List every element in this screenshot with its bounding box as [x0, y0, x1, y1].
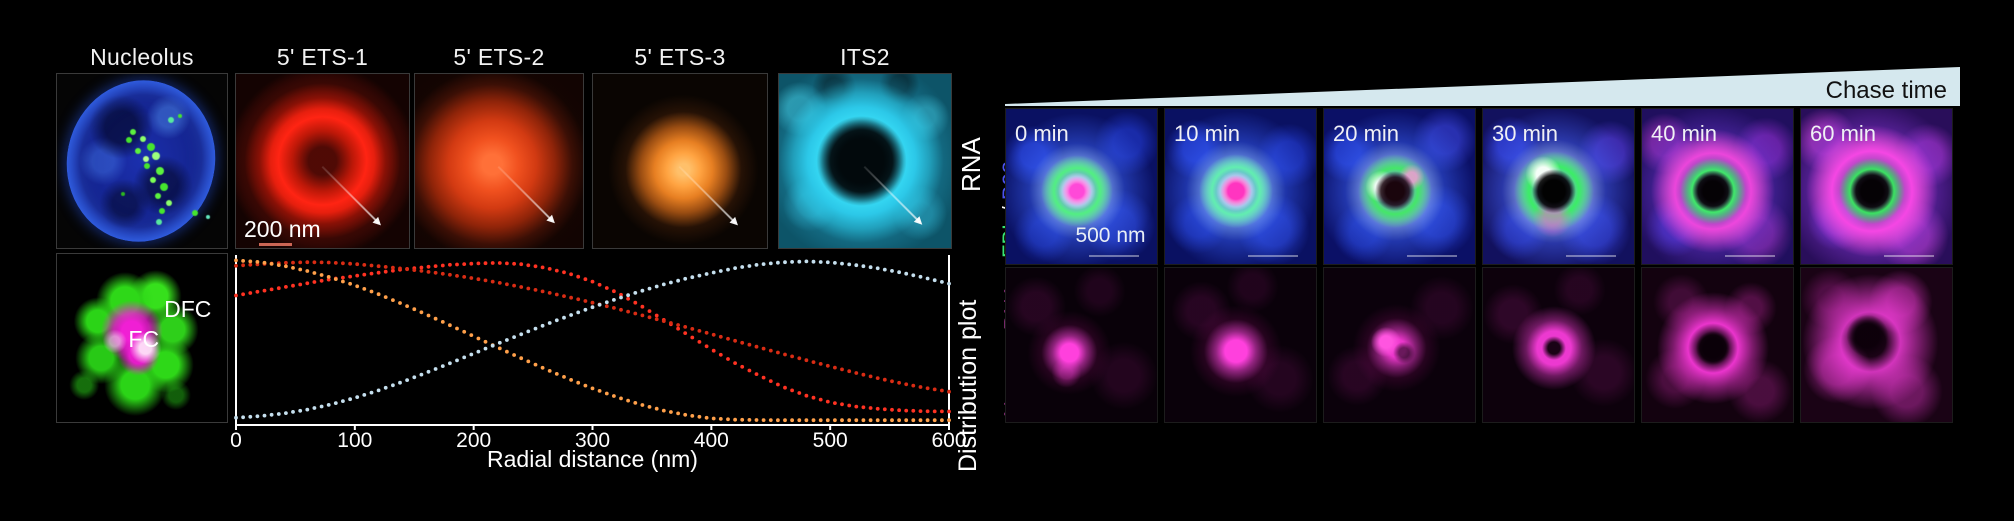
ets3-image	[592, 73, 768, 249]
column-title-ets2: 5' ETS-2	[453, 44, 545, 70]
column-title-nucleolus: Nucleolus	[90, 44, 194, 70]
line-scan-arrow	[321, 166, 379, 224]
nascent-tile-60-min	[1800, 267, 1953, 423]
chase-tile-20-min: 20 min	[1323, 108, 1476, 265]
line-scan-arrow	[678, 166, 737, 225]
nucleolus-speckles	[57, 74, 61, 78]
ets2-image	[414, 73, 584, 249]
chase-tile-30-min: 30 min	[1482, 108, 1635, 265]
column-title-ets3: 5' ETS-3	[634, 44, 726, 70]
x-tick-label: 600	[931, 429, 966, 452]
scale-bar	[1566, 255, 1617, 257]
x-tick-label: 100	[337, 429, 372, 452]
line-scan-arrow	[497, 166, 554, 223]
dfc-fc-image: DFC FC	[56, 253, 228, 423]
x-tick-label: 400	[694, 429, 729, 452]
time-label: 40 min	[1651, 121, 1718, 146]
line-scan-arrow	[863, 166, 921, 224]
distribution-plot-side-label: Distribution plot	[954, 299, 982, 472]
chase-tile-40-min: 40 min	[1641, 108, 1794, 265]
distribution-plot: 0 100 200 300 400 500 600 Radial distance (nm)	[230, 255, 967, 472]
rna-side-label: RNA	[956, 137, 986, 192]
chase-tile-60-min: 60 min	[1800, 108, 1953, 265]
chase-tile-0-min: 0 min 500 nm	[1005, 108, 1158, 265]
scale-bar	[1089, 255, 1140, 257]
wedge-shape	[1005, 67, 1960, 106]
scale-bar	[1407, 255, 1458, 257]
x-tick-label: 300	[575, 429, 610, 452]
nucleus-shape	[57, 74, 227, 248]
dfc-label: DFC	[164, 296, 212, 322]
nascent-rna-row: Nascent RNA	[1000, 267, 1965, 423]
nascent-tile-0-min	[1005, 267, 1158, 423]
time-label: 0 min	[1015, 121, 1069, 146]
x-tick-label: 200	[456, 429, 491, 452]
scale-bar	[1884, 255, 1935, 257]
x-tick-label: 0	[230, 429, 242, 452]
fc-label: FC	[128, 326, 160, 353]
nascent-tile-10-min	[1164, 267, 1317, 423]
chase-time-label: Chase time	[1826, 77, 1947, 104]
scale-bar	[1725, 255, 1776, 257]
time-label: 30 min	[1492, 121, 1559, 146]
x-tick-label: 500	[813, 429, 848, 452]
column-title-ets1: 5' ETS-1	[276, 44, 369, 70]
chase-tile-10-min: 10 min	[1164, 108, 1317, 265]
nascent-tile-30-min	[1482, 267, 1635, 423]
scale-bar	[1248, 255, 1299, 257]
chase-time-wedge: Chase time	[1005, 67, 1960, 106]
nascent-tile-40-min	[1641, 267, 1794, 423]
column-title-its2: ITS2	[840, 44, 890, 70]
its2-image	[778, 73, 952, 249]
time-label: 60 min	[1810, 121, 1877, 146]
scale-bar-label: 500 nm	[1075, 224, 1146, 247]
ets1-image: 200 nm	[235, 73, 410, 249]
scale-bar-label: 200 nm	[244, 216, 321, 242]
time-label: 10 min	[1174, 121, 1241, 146]
time-label: 20 min	[1333, 121, 1400, 146]
x-axis-label: Radial distance (nm)	[487, 446, 698, 472]
nucleolus-image	[56, 73, 228, 249]
scale-bar	[259, 243, 292, 246]
nascent-tile-20-min	[1323, 267, 1476, 423]
